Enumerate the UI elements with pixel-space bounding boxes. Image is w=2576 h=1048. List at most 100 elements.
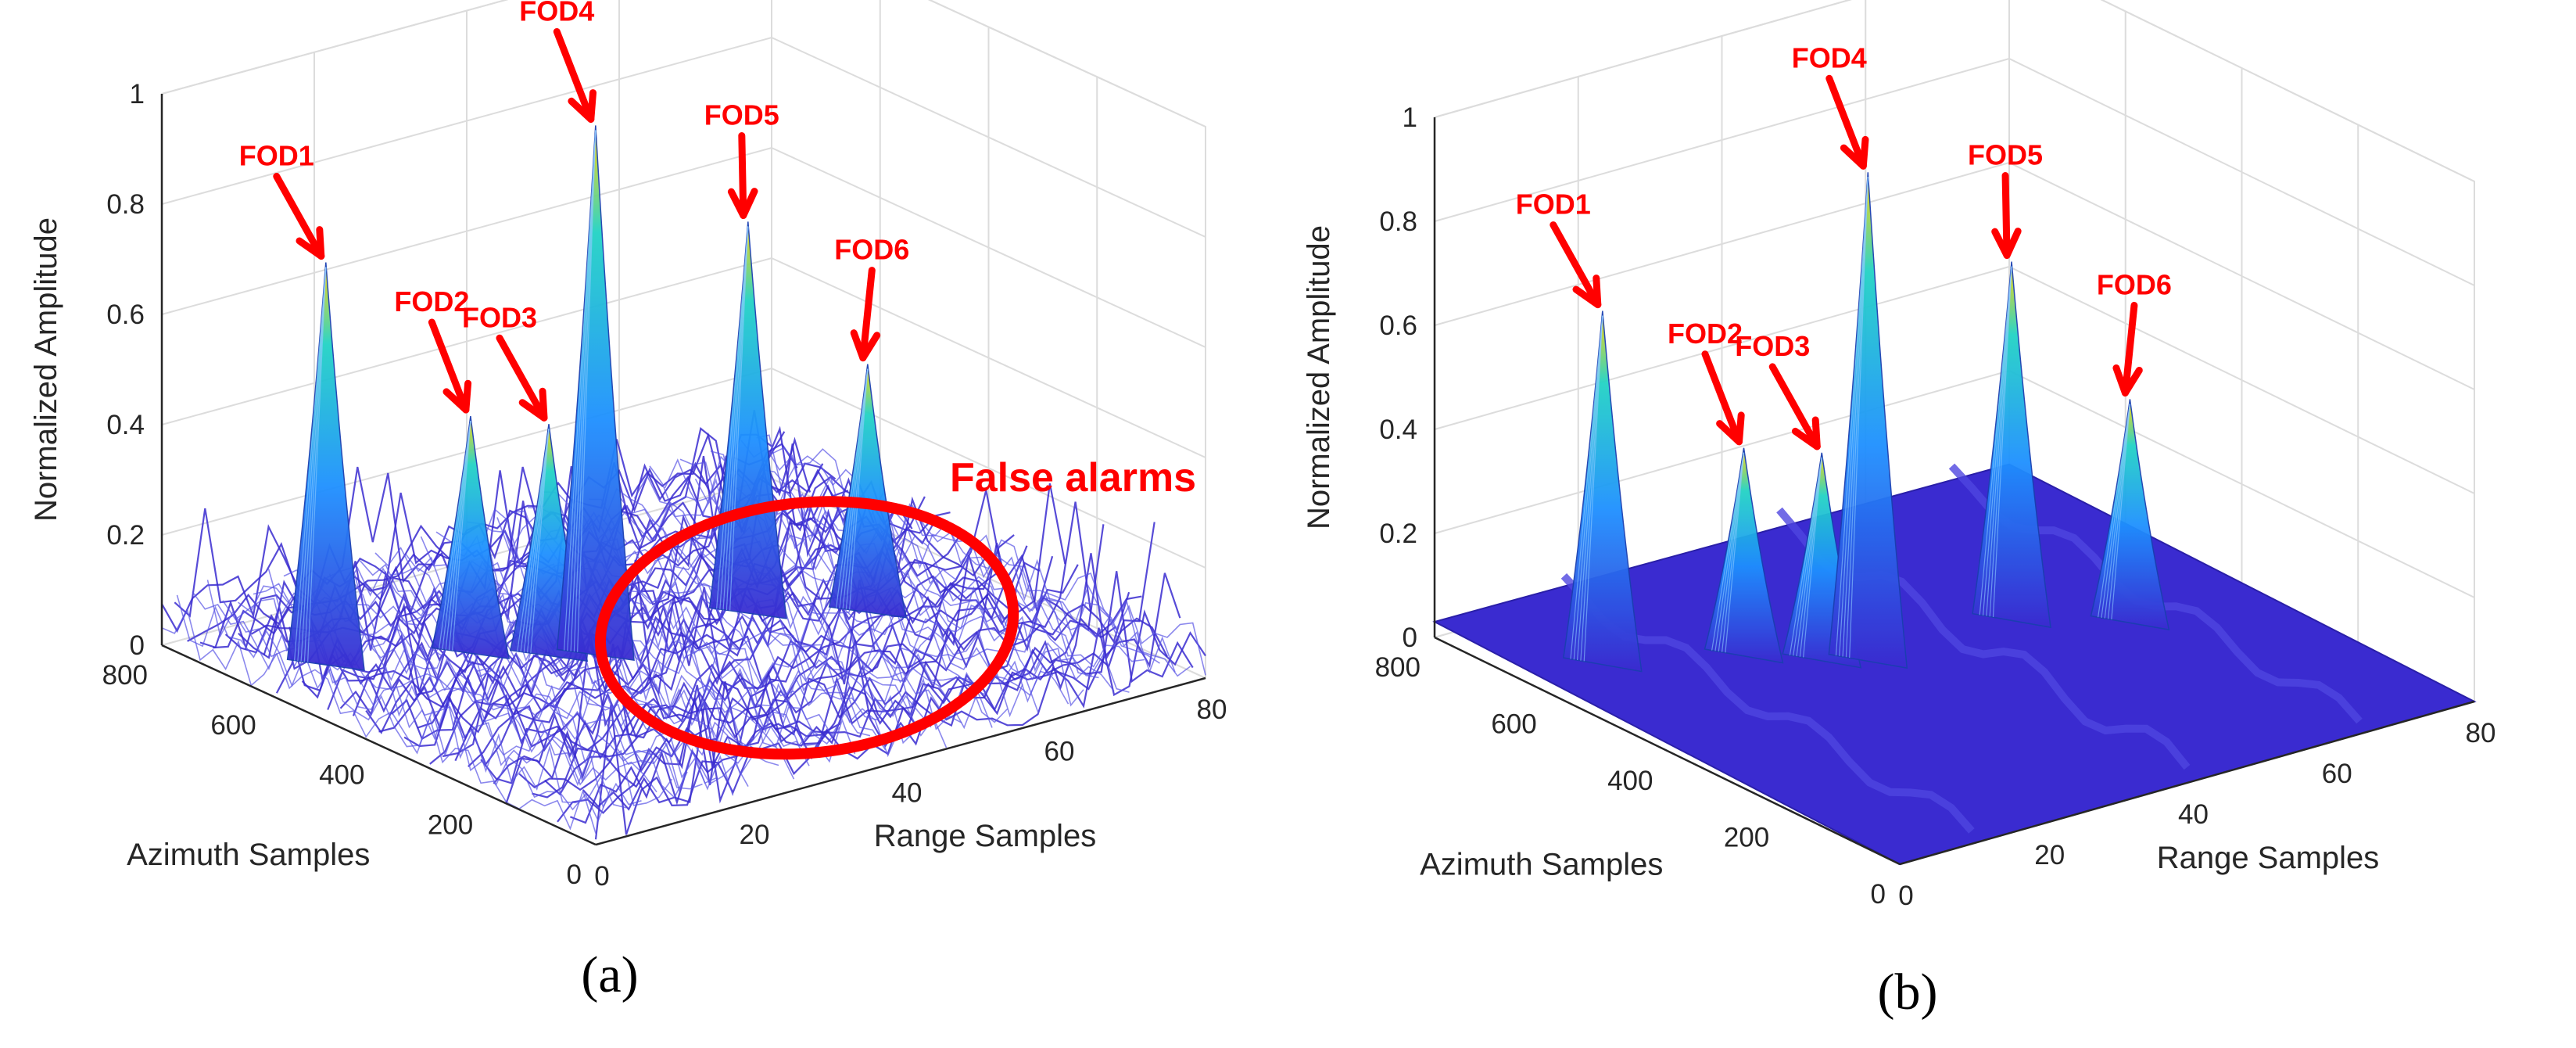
floor-mesh-row <box>442 554 1054 758</box>
z-gridline <box>161 0 1206 127</box>
arrow-fod3 <box>1768 363 1821 450</box>
label-fod3: FOD3 <box>1735 330 1810 362</box>
floor-mesh-row <box>518 591 1130 791</box>
arrowhead-fod2 <box>1716 411 1745 446</box>
peak-wire <box>300 267 327 662</box>
peak-wire <box>523 429 550 652</box>
peak-wire <box>1799 457 1822 657</box>
peak-wire <box>1986 266 2012 616</box>
floor-mesh-col <box>313 566 749 787</box>
arrowhead-fod6 <box>850 329 881 362</box>
y-axis-line <box>1434 636 1901 866</box>
y-axis-label: Azimuth Samples <box>1420 848 1663 882</box>
peak-wire <box>719 226 749 609</box>
arrowhead-fod5 <box>727 188 758 219</box>
y-tick-label: 0 <box>1871 879 1886 910</box>
label-fod4: FOD4 <box>1792 41 1867 74</box>
axes: 00.20.40.60.810204060800200400600800Rang… <box>29 79 1227 892</box>
x-tick-label: 0 <box>1898 881 1913 911</box>
y-tick-label: 600 <box>1491 709 1536 740</box>
floor-mesh-col <box>435 531 871 737</box>
floor-mesh-col <box>192 591 627 809</box>
peaks <box>286 125 907 671</box>
peak-wire <box>1796 457 1822 657</box>
y-tick-label: 400 <box>319 760 364 791</box>
arrow-fod4 <box>1825 74 1867 170</box>
floor-mesh-row <box>480 501 1092 784</box>
peak-wire <box>839 368 869 608</box>
label-fod6: FOD6 <box>834 234 909 266</box>
arrow-fod1 <box>1550 221 1602 309</box>
peak-wire <box>2098 404 2131 618</box>
peak-wire <box>520 429 550 652</box>
peak-wire <box>1580 315 1603 661</box>
peak-wire <box>517 429 550 651</box>
z-tick-label: 0.2 <box>106 520 145 551</box>
peak-wire <box>573 130 597 652</box>
peak-wire <box>303 267 327 662</box>
peak-wire <box>722 226 749 610</box>
peak-wire <box>564 130 597 651</box>
peak-wire <box>1573 315 1603 660</box>
x-tick-label: 60 <box>2322 759 2352 789</box>
false-alarm-ellipse <box>594 496 1019 760</box>
label-fod3: FOD3 <box>462 301 537 333</box>
peak-wire <box>297 267 327 662</box>
z-tick-label: 1 <box>1403 102 1417 133</box>
arrowhead-fod5 <box>1991 228 2022 259</box>
z-tick-label: 0.6 <box>1379 310 1417 341</box>
arrowhead-fod4 <box>1840 135 1869 170</box>
peak-wire <box>1839 177 1868 656</box>
peak-wire <box>1722 452 1745 652</box>
z-tick-label: 0.6 <box>106 300 145 330</box>
label-fod5: FOD5 <box>704 99 779 131</box>
peak-wire <box>1849 177 1868 658</box>
floor-mesh-col <box>451 534 887 751</box>
peak-wire <box>1982 266 2012 616</box>
x-tick-label: 20 <box>740 820 770 850</box>
peak-wire <box>294 267 327 661</box>
label-fod5: FOD5 <box>1968 139 2043 171</box>
y-tick-label: 400 <box>1607 766 1653 796</box>
peak-wire <box>1789 457 1822 655</box>
x-tick-label: 0 <box>594 861 609 892</box>
arrowhead-fod4 <box>568 89 597 123</box>
z-tick-label: 0.4 <box>1379 415 1417 445</box>
peak-wire <box>1992 266 2012 617</box>
y-tick-label: 0 <box>567 860 582 890</box>
panel-caption: (a) <box>581 946 638 1003</box>
peak-wire <box>2107 404 2131 619</box>
peak-wire <box>445 420 471 650</box>
floor-mesh-col <box>588 498 1023 718</box>
floor-mesh-col <box>176 594 612 823</box>
label-fod6: FOD6 <box>2097 268 2172 300</box>
arrowhead-fod6 <box>2112 364 2143 397</box>
z-gridline <box>1434 0 2475 182</box>
x-axis-line <box>1899 700 2475 866</box>
y-axis-line <box>161 644 597 846</box>
label-fod1: FOD1 <box>239 140 314 172</box>
z-tick-label: 1 <box>130 79 145 109</box>
arrowhead-fod3 <box>1791 416 1821 450</box>
peak-wire <box>1835 177 1868 656</box>
peak-wire <box>439 420 471 649</box>
peak-wire <box>1718 452 1745 652</box>
peak-wire <box>567 130 597 651</box>
floor-mesh-row <box>557 553 1168 823</box>
floor-mesh-row <box>532 595 1142 799</box>
y-tick-label: 800 <box>1375 652 1421 683</box>
arrow-fod6 <box>2121 301 2138 397</box>
peak-wire <box>842 368 869 609</box>
x-tick-label: 40 <box>892 778 923 809</box>
arrow-fod6 <box>859 267 876 362</box>
arrow-fod3 <box>496 334 548 422</box>
peak-wire <box>1570 315 1603 659</box>
floor-mesh-col <box>206 580 642 809</box>
peak-wire <box>1842 177 1868 657</box>
y-tick-label: 200 <box>1724 823 1769 853</box>
arrowhead-fod2 <box>442 379 472 414</box>
y-axis-label: Azimuth Samples <box>127 838 370 872</box>
